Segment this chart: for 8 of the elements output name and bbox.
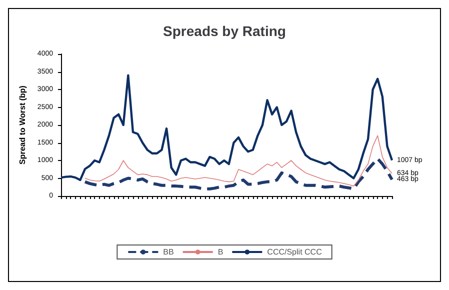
legend-label: B — [218, 248, 224, 256]
line-series — [60, 74, 394, 182]
chart-title: Spreads by Rating — [163, 23, 286, 39]
y-axis-title: Spread to Worst (bp) — [18, 85, 28, 164]
legend-label: CCC/Split CCC — [267, 248, 322, 256]
line-series — [83, 157, 394, 190]
legend-label: BB — [163, 248, 174, 256]
line-series — [84, 135, 392, 186]
